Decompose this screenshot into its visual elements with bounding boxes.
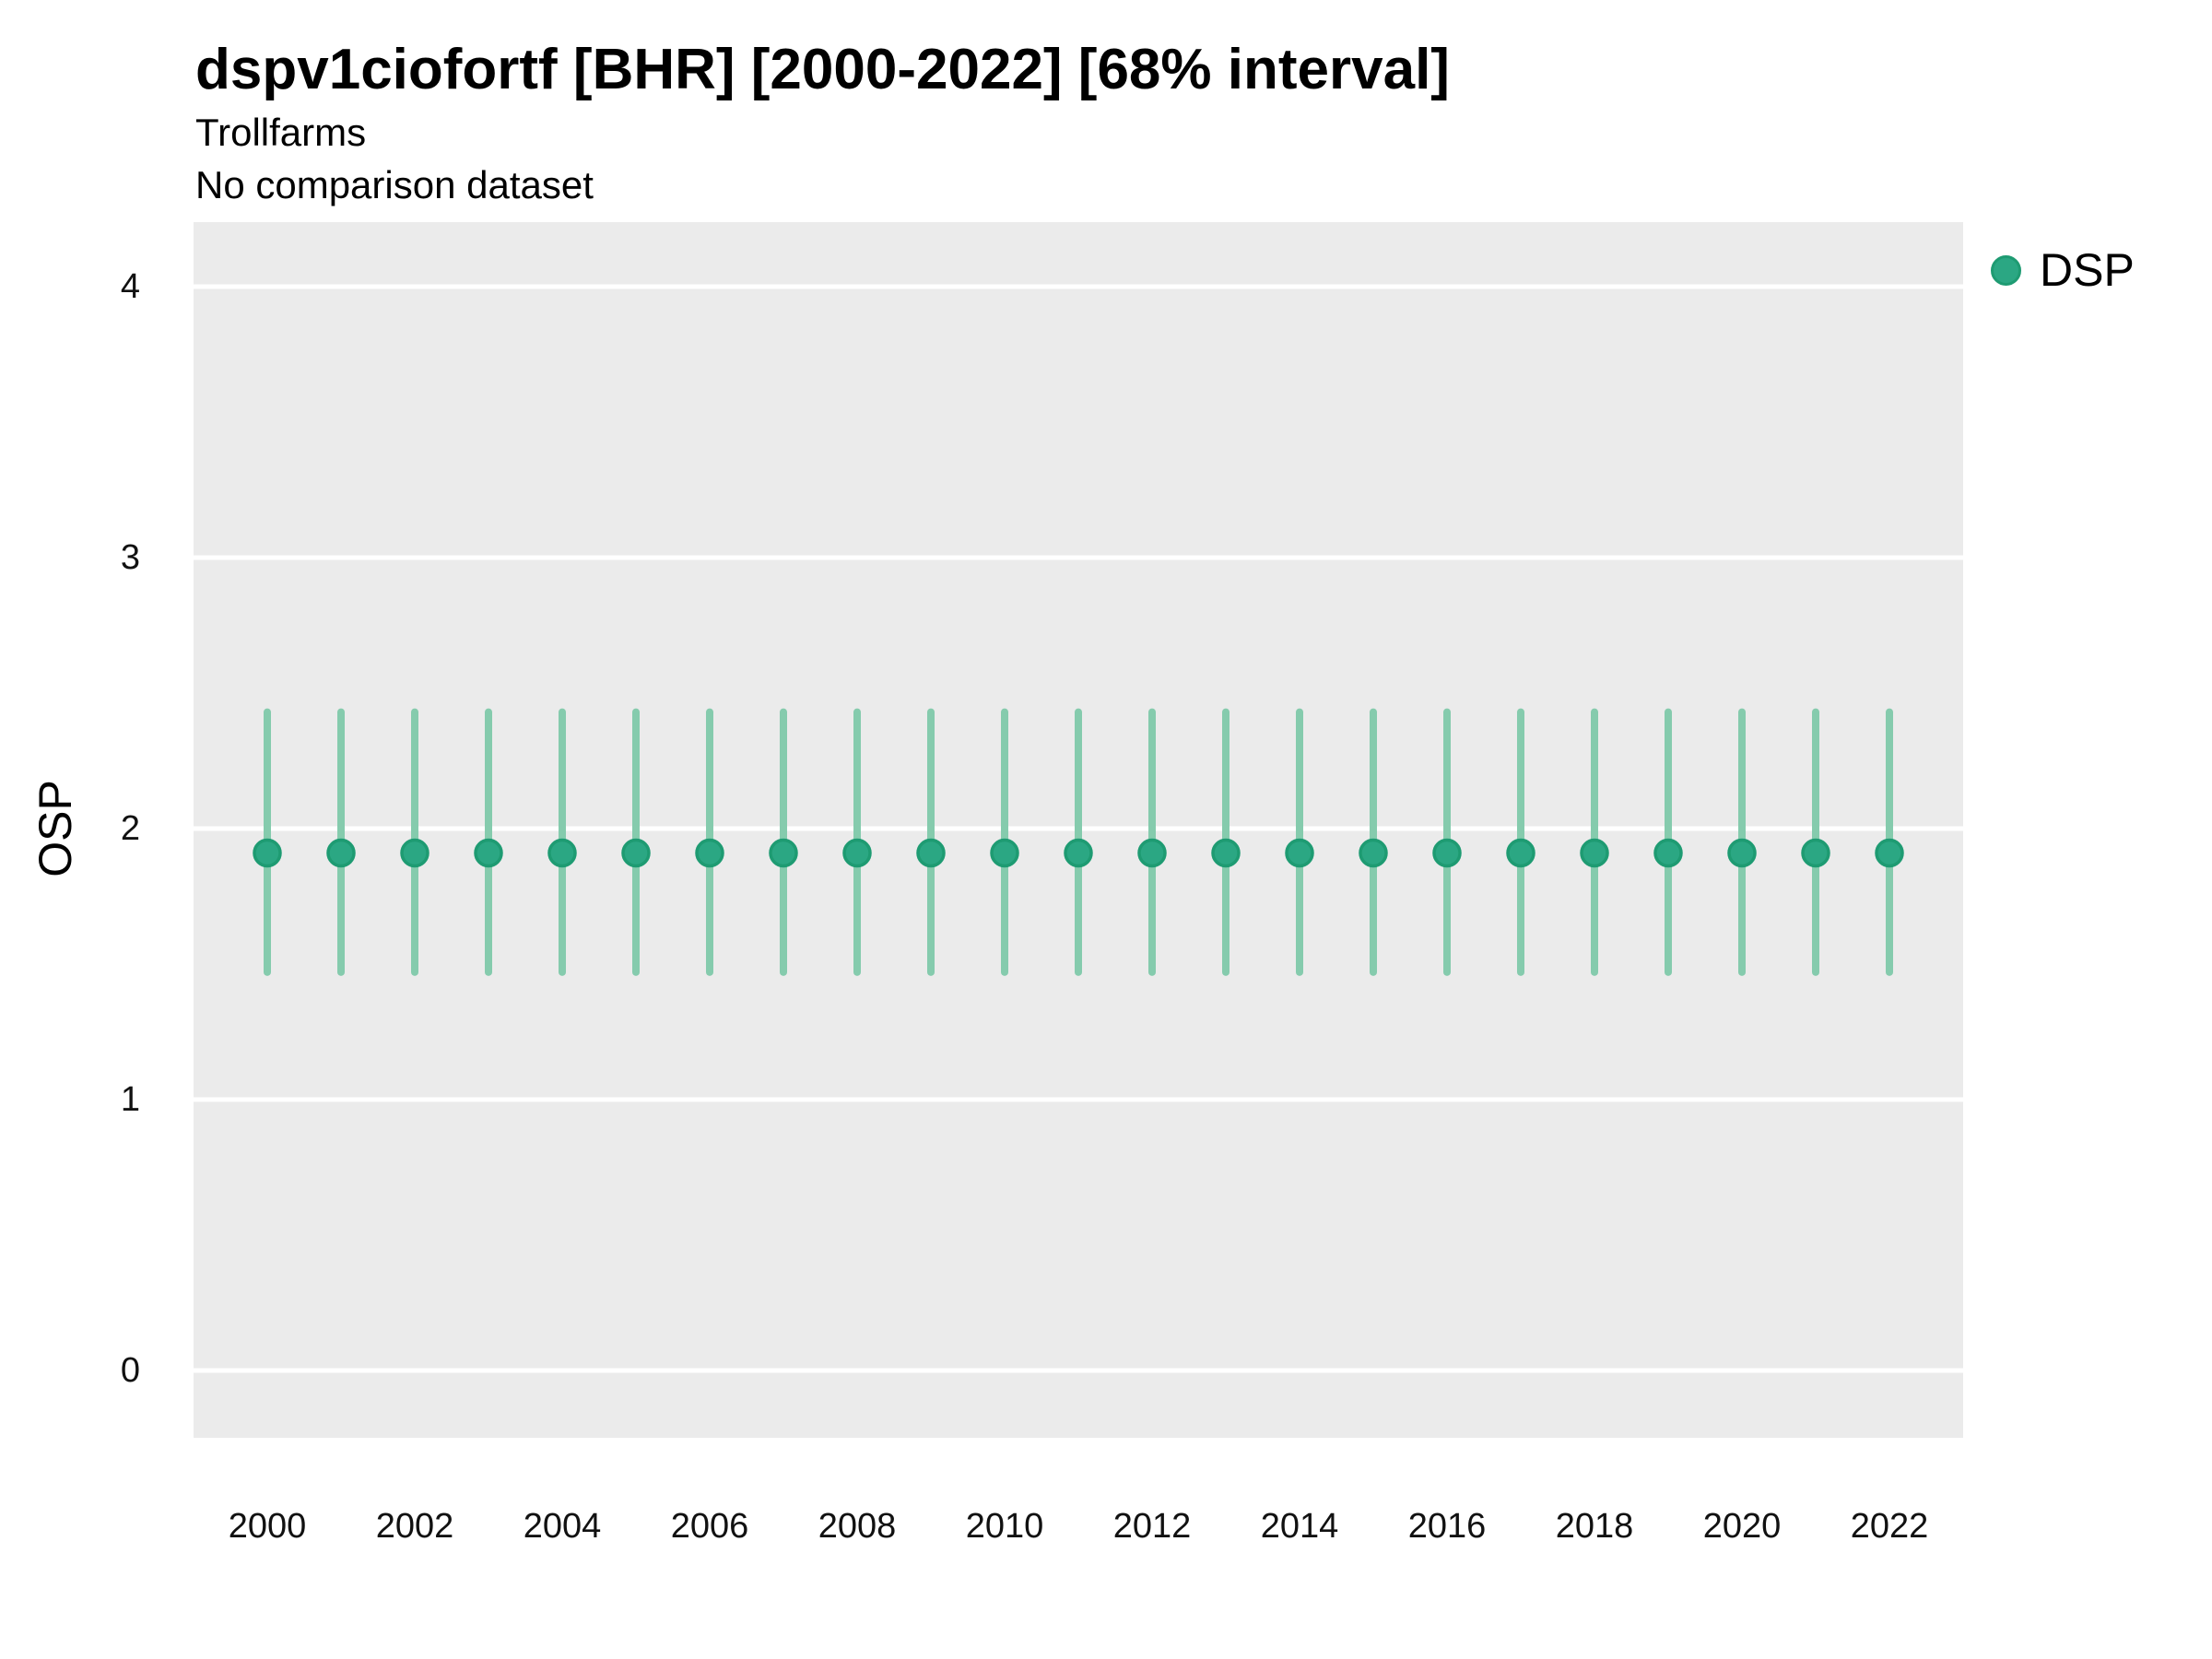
y-tick-2: 2 (120, 809, 140, 848)
y-tick-0: 0 (120, 1351, 140, 1390)
data-point-2004 (547, 838, 577, 868)
data-point-2011 (1064, 838, 1093, 868)
data-point-2005 (621, 838, 651, 868)
legend-label: DSP (2040, 244, 2135, 296)
data-point-2012 (1137, 838, 1167, 868)
data-point-2020 (1727, 838, 1757, 868)
data-point-2008 (842, 838, 872, 868)
chart-subtitle: Trollfarms (195, 111, 367, 154)
data-point-2019 (1653, 838, 1683, 868)
data-point-2002 (400, 838, 429, 868)
x-tick-2002: 2002 (375, 1507, 454, 1546)
data-point-2013 (1211, 838, 1241, 868)
data-point-2021 (1801, 838, 1830, 868)
data-point-2014 (1285, 838, 1314, 868)
x-tick-2020: 2020 (1702, 1507, 1782, 1546)
data-point-2015 (1359, 838, 1388, 868)
x-tick-2014: 2014 (1260, 1507, 1339, 1546)
data-point-2022 (1875, 838, 1904, 868)
data-point-2006 (695, 838, 724, 868)
x-tick-2006: 2006 (670, 1507, 749, 1546)
x-tick-2000: 2000 (228, 1507, 307, 1546)
chart-title: dspv1ciofortf [BHR] [2000-2022] [68% int… (195, 38, 1450, 101)
x-tick-2004: 2004 (523, 1507, 602, 1546)
data-point-2003 (474, 838, 503, 868)
x-tick-2016: 2016 (1407, 1507, 1487, 1546)
legend: DSP (1991, 247, 2135, 293)
y-tick-1: 1 (120, 1080, 140, 1119)
data-point-2017 (1506, 838, 1535, 868)
data-point-2018 (1580, 838, 1609, 868)
legend-dot-icon (1991, 254, 2021, 286)
x-tick-2022: 2022 (1850, 1507, 1929, 1546)
x-tick-2008: 2008 (818, 1507, 897, 1546)
data-point-2010 (990, 838, 1019, 868)
data-point-2001 (326, 838, 356, 868)
data-point-2000 (253, 838, 282, 868)
data-point-2009 (916, 838, 946, 868)
x-tick-2012: 2012 (1112, 1507, 1192, 1546)
y-tick-3: 3 (120, 538, 140, 577)
x-tick-2018: 2018 (1555, 1507, 1634, 1546)
x-tick-2010: 2010 (965, 1507, 1044, 1546)
y-tick-4: 4 (120, 267, 140, 306)
data-point-2016 (1432, 838, 1462, 868)
data-point-2007 (769, 838, 798, 868)
comparison-note: No comparison dataset (195, 163, 594, 206)
